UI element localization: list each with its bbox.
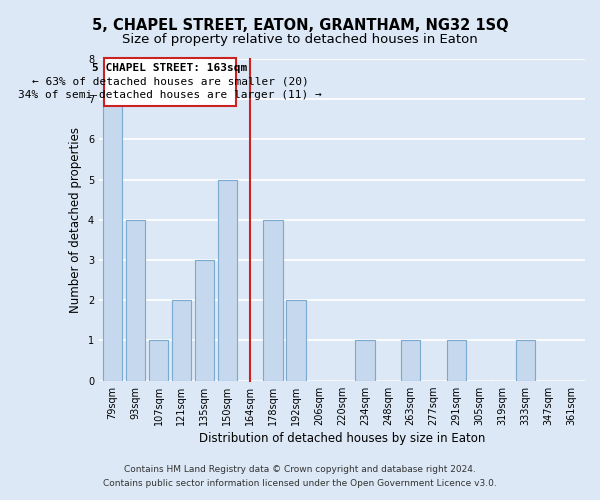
Bar (172, 300, 191, 380)
Bar (286, 300, 306, 380)
Text: 5 CHAPEL STREET: 163sqm: 5 CHAPEL STREET: 163sqm (92, 63, 248, 73)
Text: Contains HM Land Registry data © Crown copyright and database right 2024.
Contai: Contains HM Land Registry data © Crown c… (103, 466, 497, 487)
Bar (355, 340, 374, 380)
Text: 34% of semi-detached houses are larger (11) →: 34% of semi-detached houses are larger (… (18, 90, 322, 100)
Bar (218, 180, 237, 380)
Bar (194, 260, 214, 380)
Bar (103, 99, 122, 380)
Bar (447, 340, 466, 380)
FancyBboxPatch shape (104, 58, 236, 106)
Bar (515, 340, 535, 380)
Text: Size of property relative to detached houses in Eaton: Size of property relative to detached ho… (122, 32, 478, 46)
Y-axis label: Number of detached properties: Number of detached properties (69, 127, 82, 313)
Bar (126, 220, 145, 380)
Bar (401, 340, 421, 380)
Bar (263, 220, 283, 380)
X-axis label: Distribution of detached houses by size in Eaton: Distribution of detached houses by size … (199, 432, 485, 445)
Text: 5, CHAPEL STREET, EATON, GRANTHAM, NG32 1SQ: 5, CHAPEL STREET, EATON, GRANTHAM, NG32 … (92, 18, 508, 32)
Bar (149, 340, 168, 380)
Text: ← 63% of detached houses are smaller (20): ← 63% of detached houses are smaller (20… (32, 76, 308, 86)
